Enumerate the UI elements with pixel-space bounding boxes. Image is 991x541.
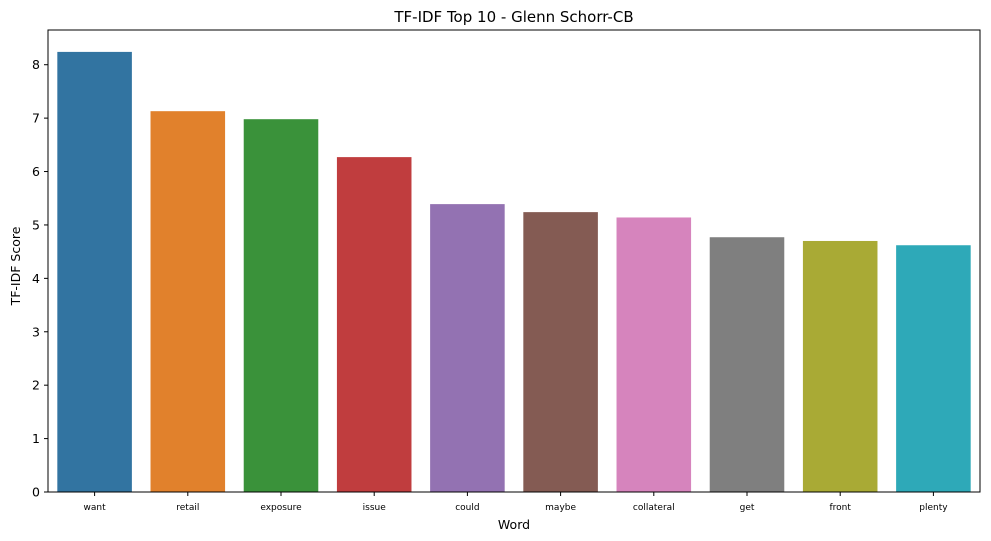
bar-could xyxy=(430,204,505,492)
y-tick-label: 1 xyxy=(32,431,40,446)
y-tick-label: 2 xyxy=(32,378,40,393)
y-tick-label: 6 xyxy=(32,164,40,179)
x-tick-label: get xyxy=(740,503,755,513)
y-tick-label: 0 xyxy=(32,485,40,500)
bar-maybe xyxy=(523,212,598,492)
bar-plenty xyxy=(896,245,971,492)
bar-retail xyxy=(150,111,226,493)
x-tick-label: retail xyxy=(176,503,199,513)
bars-group xyxy=(57,51,971,493)
x-tick-label: plenty xyxy=(919,503,948,513)
bar-exposure xyxy=(243,119,319,492)
x-tick-label: collateral xyxy=(633,503,675,513)
y-axis-label: TF-IDF Score xyxy=(8,226,23,306)
y-tick-label: 3 xyxy=(32,324,40,339)
y-tick-label: 5 xyxy=(32,217,40,232)
x-tick-label: issue xyxy=(363,503,387,513)
chart-title: TF-IDF Top 10 - Glenn Schorr-CB xyxy=(393,8,633,26)
bar-want xyxy=(57,51,132,493)
plot-frame xyxy=(47,29,981,493)
x-tick-label: maybe xyxy=(545,503,576,513)
y-tick-label: 8 xyxy=(32,57,40,72)
x-axis-label: Word xyxy=(498,517,530,532)
x-tick-label: front xyxy=(829,503,851,513)
bar-get xyxy=(709,237,785,492)
x-tick-label: could xyxy=(455,503,479,513)
bar-collateral xyxy=(616,217,692,492)
x-tick-label: want xyxy=(84,503,107,513)
y-axis-ticks: 0 1 2 3 4 5 6 7 8 xyxy=(32,57,48,500)
x-axis-ticks: want retail exposure issue could maybe collate… xyxy=(84,492,948,513)
bar-front xyxy=(802,240,878,492)
bar-issue xyxy=(336,157,412,492)
y-tick-label: 4 xyxy=(32,271,40,286)
x-tick-label: exposure xyxy=(260,503,302,513)
y-tick-label: 7 xyxy=(32,111,40,126)
